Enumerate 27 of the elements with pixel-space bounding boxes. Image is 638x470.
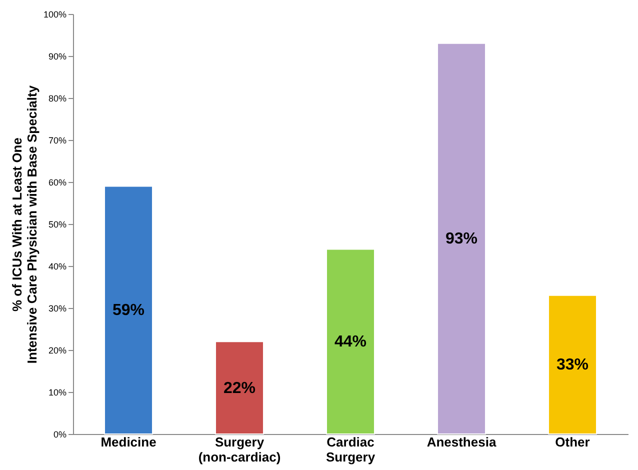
y-tick-label: 60% (48, 178, 66, 188)
y-tick-label: 40% (48, 262, 66, 272)
y-tick-label: 50% (48, 220, 66, 230)
y-tick-label: 80% (48, 94, 66, 104)
bar (104, 186, 153, 434)
data-label: 33% (556, 356, 589, 374)
bar (548, 294, 597, 434)
y-tick-label: 90% (48, 52, 66, 62)
y-axis-title: % of ICUs With at Least One Intensive Care Physician with Base Specialty (9, 84, 40, 364)
y-tick-label: 70% (48, 136, 66, 146)
y-tick-label: 100% (43, 10, 66, 20)
data-label: 22% (223, 380, 256, 397)
data-label: 59% (112, 302, 145, 320)
y-tick-label: 0% (53, 430, 66, 440)
bar (326, 248, 375, 434)
x-tick-label: Anesthesia (426, 434, 497, 450)
x-tick-label: Surgery (non-cardiac) (198, 434, 281, 464)
bar (215, 341, 264, 434)
x-tick-label: Cardiac Surgery (326, 434, 376, 464)
y-tick-label: 10% (48, 388, 66, 398)
data-label: 44% (334, 334, 367, 351)
data-label: 93% (445, 230, 478, 248)
y-tick-label: 20% (48, 346, 66, 356)
x-tick-label: Medicine (100, 434, 156, 450)
bar (437, 42, 486, 434)
y-tick-label: 30% (48, 304, 66, 314)
x-tick-label: Other (555, 434, 590, 450)
